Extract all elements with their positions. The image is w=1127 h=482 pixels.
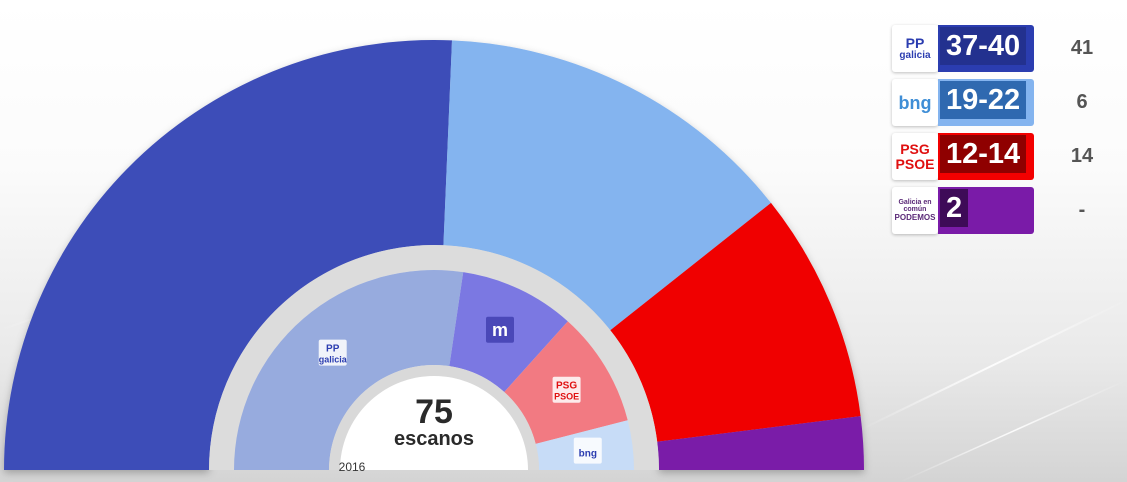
total-seats-value: 75: [415, 393, 453, 431]
seats-unit-label: escanos: [394, 428, 474, 450]
outer-segment-3: [657, 416, 864, 470]
legend-bar-pp: 37-40: [938, 25, 1034, 72]
inner-logo-text: PP: [326, 344, 340, 355]
seat-range-value: 2: [940, 189, 969, 227]
outer-segment-2: [610, 202, 861, 442]
legend-bar-psoe: 12-14: [938, 133, 1034, 180]
inner-logo-3: bng: [573, 437, 602, 464]
podemos-logo-icon: Galicia en común PODEMOS: [892, 187, 938, 234]
previous-seats-value: 6: [1076, 91, 1088, 113]
seat-range-value: 19-22: [940, 81, 1027, 119]
legend-row-bng: bng 19-22 6: [892, 79, 1122, 126]
inner-segment-0: [234, 270, 464, 470]
seat-range-value: 12-14: [940, 135, 1027, 173]
inner-logo-sub: PSOE: [554, 392, 579, 402]
inner-logo-text: bng: [579, 449, 597, 460]
legend: PP galicia 37-40 41 bng 19-22 6 PSG PSOE 12-14 14 G…: [892, 25, 1122, 241]
outer-segment-1: [443, 40, 771, 331]
outer-segment-0: [4, 39, 453, 470]
ring-separator: [209, 245, 659, 470]
center-label: 75 escanos: [394, 393, 474, 450]
inner-logo-badge: [552, 376, 581, 403]
pp-logo-text: PP: [905, 35, 925, 51]
legend-row-psoe: PSG PSOE 12-14 14: [892, 133, 1122, 180]
inner-logo-sub: galicia: [319, 355, 348, 365]
pp-logo-icon: PP galicia: [892, 25, 938, 72]
inner-ring-year-label: 2016: [339, 460, 366, 474]
inner-logo-badge: [318, 339, 347, 366]
inner-logo-text: m: [492, 320, 508, 340]
seat-range-value: 37-40: [940, 27, 1027, 65]
legend-row-podemos: Galicia en común PODEMOS 2-: [892, 187, 1122, 234]
previous-seats-value: -: [1078, 199, 1086, 221]
inner-logo-1: m: [485, 316, 514, 343]
previous-seats-value: 41: [1070, 37, 1094, 59]
legend-bar-bng: 19-22: [938, 79, 1034, 126]
center-disc: [340, 376, 528, 470]
psoe-logo-text: PSG: [900, 141, 930, 157]
previous-seats-value: 14: [1070, 145, 1094, 167]
center-rim: [329, 365, 539, 470]
podemos-logo-text: Galicia en común: [898, 199, 932, 213]
outer-ring: [4, 39, 864, 470]
inner-logo-badge: [573, 437, 602, 464]
inner-logo-badge: [485, 316, 514, 343]
legend-row-pp: PP galicia 37-40 41: [892, 25, 1122, 72]
podemos-logo-subtext: PODEMOS: [894, 213, 936, 222]
bng-logo-text: bng: [898, 92, 932, 113]
inner-logo-text: PSG: [556, 381, 577, 392]
psoe-logo-subtext: PSOE: [895, 156, 935, 172]
legend-bar-podemos: 2: [938, 187, 1034, 234]
pp-logo-subtext: galicia: [899, 50, 931, 61]
bng-logo-icon: bng: [892, 79, 938, 126]
psoe-logo-icon: PSG PSOE: [892, 133, 938, 180]
